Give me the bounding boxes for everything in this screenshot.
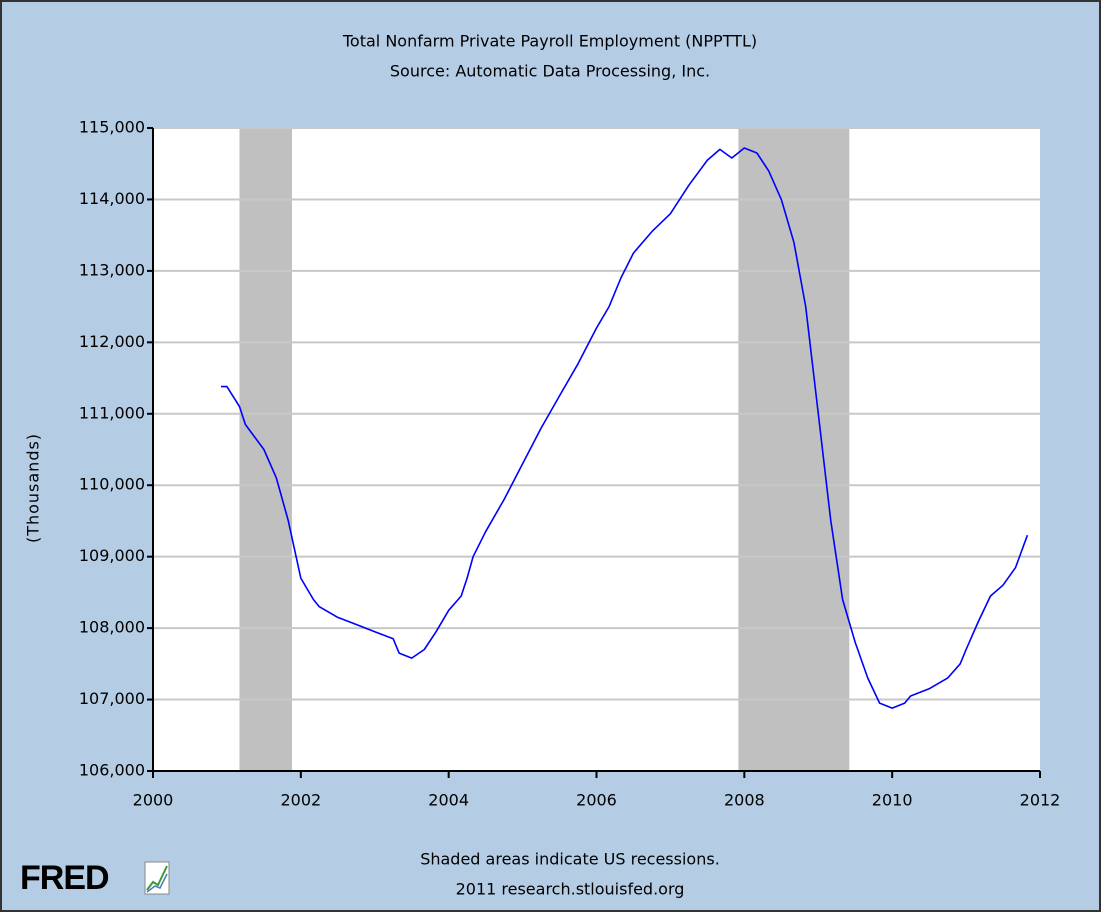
y-tick-label: 106,000 xyxy=(79,761,145,780)
x-tick-label: 2002 xyxy=(280,791,321,810)
recession-band xyxy=(738,128,850,771)
x-tick-label: 2006 xyxy=(576,791,617,810)
y-tick-label: 109,000 xyxy=(79,546,145,565)
y-axis-label: (Thousands) xyxy=(24,433,43,543)
chart-title: Total Nonfarm Private Payroll Employment… xyxy=(342,32,757,51)
logo-icon xyxy=(144,861,170,895)
recession-band xyxy=(239,128,292,771)
y-tick-label: 113,000 xyxy=(79,260,145,279)
x-tick-label: 2000 xyxy=(133,791,174,810)
y-tick-label: 112,000 xyxy=(79,332,145,351)
y-tick-label: 115,000 xyxy=(79,118,145,137)
chart-subtitle: Source: Automatic Data Processing, Inc. xyxy=(390,62,710,81)
x-tick-label: 2004 xyxy=(428,791,469,810)
x-tick-label: 2010 xyxy=(872,791,913,810)
y-tick-label: 114,000 xyxy=(79,189,145,208)
y-tick-label: 108,000 xyxy=(79,618,145,637)
plot-area xyxy=(153,128,1040,771)
x-tick-label: 2008 xyxy=(724,791,765,810)
logo: FRED xyxy=(20,859,109,897)
annotation: Shaded areas indicate US recessions. xyxy=(420,850,720,869)
y-tick-label: 111,000 xyxy=(79,403,145,422)
annotation: 2011 research.stlouisfed.org xyxy=(456,880,685,899)
data-line xyxy=(221,147,1029,709)
y-tick-label: 110,000 xyxy=(79,475,145,494)
y-tick-label: 107,000 xyxy=(79,689,145,708)
x-tick-label: 2012 xyxy=(1020,791,1061,810)
